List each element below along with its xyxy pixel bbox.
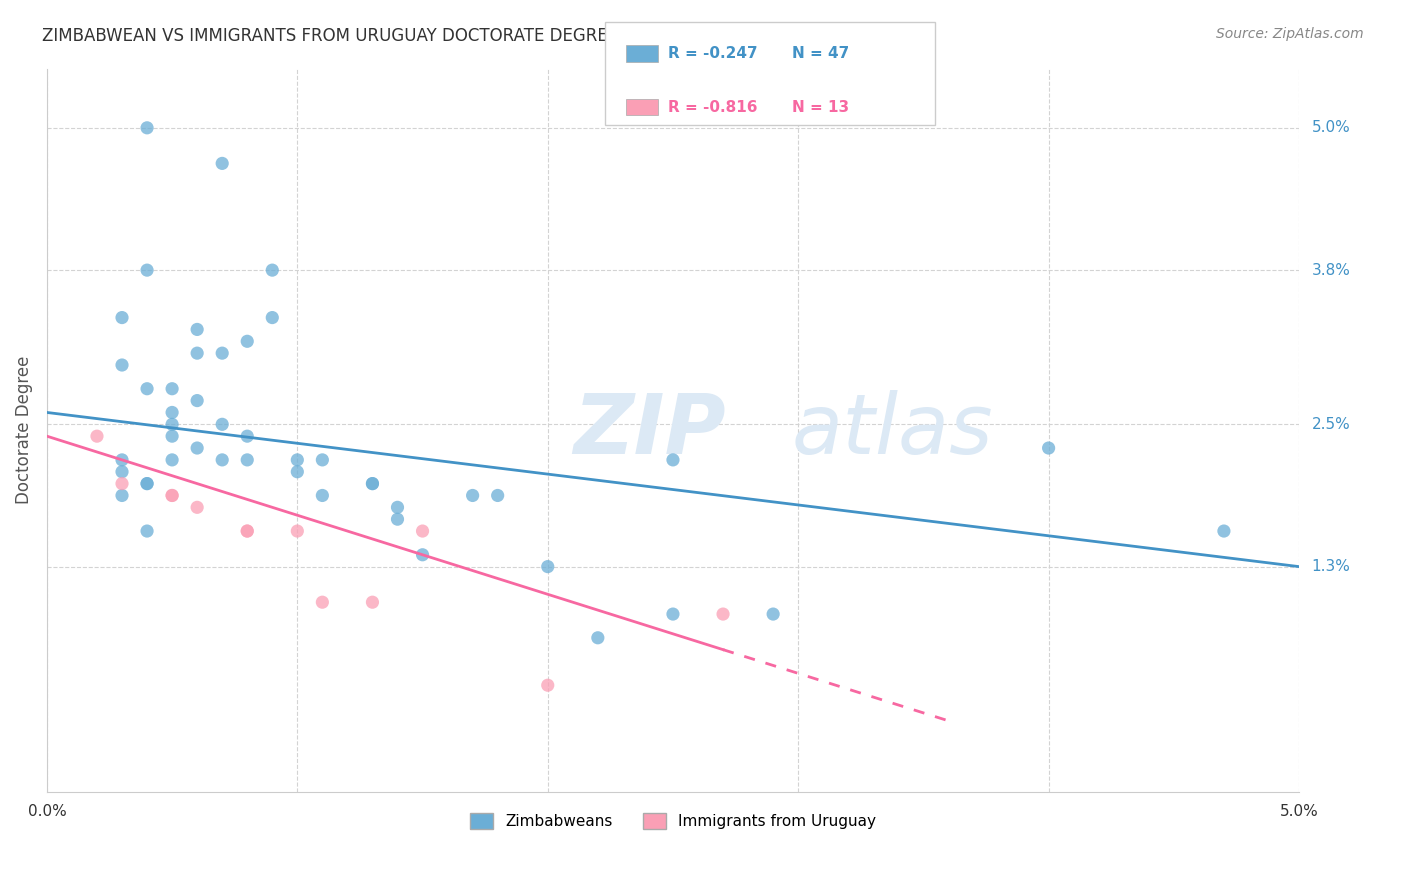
Point <box>285 524 308 538</box>
Point <box>311 488 333 502</box>
Point <box>211 417 233 432</box>
Text: ZIP: ZIP <box>572 390 725 471</box>
Text: 5.0%: 5.0% <box>1279 804 1319 819</box>
Point <box>211 346 233 360</box>
Point <box>311 595 333 609</box>
Point <box>160 429 183 443</box>
Point <box>412 548 434 562</box>
Point <box>537 678 560 692</box>
Point <box>160 488 183 502</box>
Point <box>236 429 259 443</box>
Point <box>361 476 384 491</box>
Point <box>136 476 159 491</box>
Point <box>136 476 159 491</box>
Text: 5.0%: 5.0% <box>1312 120 1350 136</box>
Point <box>160 453 183 467</box>
Point <box>186 441 208 455</box>
Point <box>262 263 284 277</box>
Point <box>711 607 734 621</box>
Point <box>160 382 183 396</box>
Point <box>762 607 785 621</box>
Point <box>1038 441 1060 455</box>
Point <box>412 524 434 538</box>
Point <box>186 346 208 360</box>
Point <box>586 631 609 645</box>
Point <box>186 322 208 336</box>
Point <box>461 488 484 502</box>
Point <box>111 453 134 467</box>
Point <box>236 524 259 538</box>
Point <box>285 453 308 467</box>
Point <box>211 156 233 170</box>
Point <box>86 429 108 443</box>
Legend: Zimbabweans, Immigrants from Uruguay: Zimbabweans, Immigrants from Uruguay <box>464 806 882 835</box>
Text: R = -0.247: R = -0.247 <box>668 46 758 61</box>
Text: 0.0%: 0.0% <box>28 804 66 819</box>
Text: N = 47: N = 47 <box>792 46 849 61</box>
Point <box>285 465 308 479</box>
Point <box>662 453 685 467</box>
Text: atlas: atlas <box>792 390 994 471</box>
Point <box>537 559 560 574</box>
Point <box>262 310 284 325</box>
Point <box>236 334 259 349</box>
Point <box>387 500 409 515</box>
Text: Source: ZipAtlas.com: Source: ZipAtlas.com <box>1216 27 1364 41</box>
Point <box>111 476 134 491</box>
Point <box>311 453 333 467</box>
Point <box>236 453 259 467</box>
Point <box>111 488 134 502</box>
Text: R = -0.816: R = -0.816 <box>668 100 758 114</box>
Point <box>387 512 409 526</box>
Point <box>186 500 208 515</box>
Point <box>662 607 685 621</box>
Point <box>160 417 183 432</box>
Point <box>136 263 159 277</box>
Point <box>111 310 134 325</box>
Point <box>186 393 208 408</box>
Point <box>136 120 159 135</box>
Point <box>1212 524 1234 538</box>
Point <box>160 488 183 502</box>
Point <box>111 465 134 479</box>
Point <box>361 476 384 491</box>
Text: N = 13: N = 13 <box>792 100 849 114</box>
Point <box>111 358 134 372</box>
Text: 3.8%: 3.8% <box>1312 262 1350 277</box>
Point <box>486 488 509 502</box>
Point <box>160 405 183 419</box>
Text: ZIMBABWEAN VS IMMIGRANTS FROM URUGUAY DOCTORATE DEGREE CORRELATION CHART: ZIMBABWEAN VS IMMIGRANTS FROM URUGUAY DO… <box>42 27 803 45</box>
Point <box>211 453 233 467</box>
Point <box>236 524 259 538</box>
Point <box>361 595 384 609</box>
Text: 1.3%: 1.3% <box>1312 559 1350 574</box>
Point <box>136 382 159 396</box>
Point <box>136 524 159 538</box>
Text: 2.5%: 2.5% <box>1312 417 1350 432</box>
Y-axis label: Doctorate Degree: Doctorate Degree <box>15 356 32 505</box>
